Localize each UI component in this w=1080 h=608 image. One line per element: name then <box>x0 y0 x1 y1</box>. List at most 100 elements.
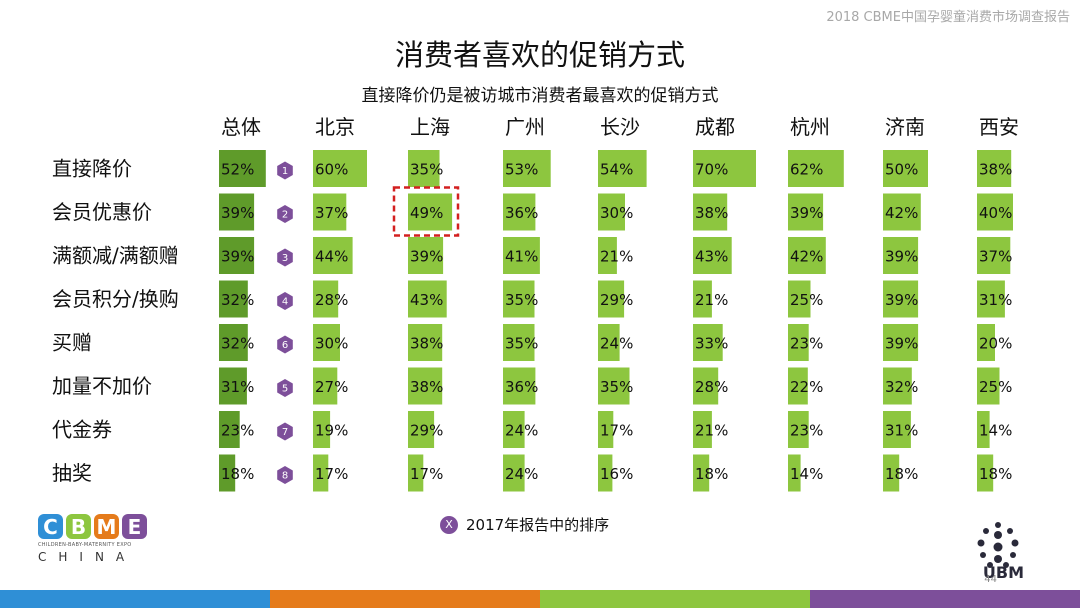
rank-number: 5 <box>282 384 288 395</box>
bar <box>977 454 994 492</box>
value-label: 18% <box>885 465 918 483</box>
bar <box>788 454 801 492</box>
row-label: 会员积分/换购 <box>52 287 179 311</box>
bar <box>883 324 919 361</box>
value-label: 44% <box>315 248 348 266</box>
bar <box>693 454 710 492</box>
footer-color-bar <box>0 590 1080 608</box>
value-label: 28% <box>315 291 348 309</box>
bar <box>598 367 630 405</box>
bar <box>598 280 625 318</box>
value-label: 37% <box>979 248 1012 266</box>
value-label: 16% <box>600 465 633 483</box>
value-label: 39% <box>410 248 443 266</box>
value-label: 14% <box>790 465 823 483</box>
rank-number: 1 <box>282 166 288 177</box>
footer-segment-orange <box>270 590 540 608</box>
column-label: 广州 <box>505 115 545 139</box>
value-label: 17% <box>410 465 443 483</box>
footer-segment-purple <box>810 590 1080 608</box>
bar <box>219 150 266 187</box>
bar <box>693 324 723 361</box>
chart-title: 消费者喜欢的促销方式 <box>394 38 685 72</box>
value-label: 36% <box>505 378 538 396</box>
bar <box>408 237 444 274</box>
bar <box>977 367 1000 405</box>
column-label: 济南 <box>885 115 925 139</box>
rank-number: 4 <box>282 297 288 308</box>
rank-number: 2 <box>282 210 288 221</box>
chart-subtitle: 直接降价仍是被访城市消费者最喜欢的促销方式 <box>361 86 719 106</box>
report-header-note: 2018 CBME中国孕婴童消费市场调查报告 <box>826 10 1070 25</box>
value-label: 24% <box>505 465 538 483</box>
value-label: 53% <box>505 161 538 179</box>
value-label: 24% <box>600 335 633 353</box>
bar <box>503 193 536 231</box>
legend: X 2017年报告中的排序 <box>440 514 609 535</box>
value-label: 31% <box>221 378 254 396</box>
bar <box>219 367 247 405</box>
cbme-china: CHINA <box>38 550 137 564</box>
bar <box>693 150 756 187</box>
rank-badge <box>277 205 293 223</box>
bar <box>503 411 525 448</box>
value-label: 29% <box>410 422 443 440</box>
bar <box>313 150 367 187</box>
bar <box>219 324 248 361</box>
row-label: 代金券 <box>52 418 112 442</box>
rank-number: 8 <box>282 471 288 482</box>
value-label: 23% <box>221 422 254 440</box>
value-label: 39% <box>885 291 918 309</box>
bar <box>977 193 1013 231</box>
bar <box>788 193 824 231</box>
column-label: 西安 <box>979 115 1019 139</box>
value-label: 24% <box>505 422 538 440</box>
bar <box>883 280 919 318</box>
column-label: 成都 <box>695 115 735 139</box>
bar <box>313 280 339 318</box>
value-label: 28% <box>695 378 728 396</box>
bar <box>313 367 338 405</box>
page-number: 44 <box>984 574 997 585</box>
value-label: 31% <box>885 422 918 440</box>
value-label: 23% <box>790 422 823 440</box>
cbme-subtitle: CHILDREN-BABY-MATERNITY EXPO <box>38 542 132 548</box>
value-label: 18% <box>695 465 728 483</box>
bar <box>408 324 443 361</box>
highlight-box <box>392 186 460 237</box>
bar <box>503 280 535 318</box>
bar <box>313 193 347 231</box>
ubm-logo-icon <box>977 522 1019 568</box>
rank-badge <box>277 379 293 397</box>
value-label: 39% <box>885 248 918 266</box>
footer-segment-green <box>540 590 810 608</box>
value-label: 43% <box>695 248 728 266</box>
value-label: 60% <box>315 161 348 179</box>
row-label: 满额减/满额赠 <box>52 244 179 268</box>
column-label: 长沙 <box>600 115 640 139</box>
legend-text: 2017年报告中的排序 <box>466 516 610 534</box>
bar <box>788 150 844 187</box>
value-label: 18% <box>221 465 254 483</box>
bar <box>598 411 614 448</box>
bar <box>313 454 329 492</box>
value-label: 29% <box>600 291 633 309</box>
rank-number: 6 <box>282 340 288 351</box>
bar <box>883 454 900 492</box>
value-label: 39% <box>221 204 254 222</box>
value-label: 27% <box>315 378 348 396</box>
value-label: 42% <box>885 204 918 222</box>
rank-badge <box>277 248 293 267</box>
bar <box>788 367 808 405</box>
bar <box>788 237 826 274</box>
column-label: 总体 <box>221 115 261 139</box>
bar <box>219 193 255 231</box>
bar <box>977 150 1012 187</box>
bar <box>693 280 712 318</box>
bar <box>788 411 809 448</box>
value-label: 39% <box>885 335 918 353</box>
bar <box>313 324 340 361</box>
value-label: 25% <box>790 291 823 309</box>
value-label: 30% <box>315 335 348 353</box>
value-label: 41% <box>505 248 538 266</box>
